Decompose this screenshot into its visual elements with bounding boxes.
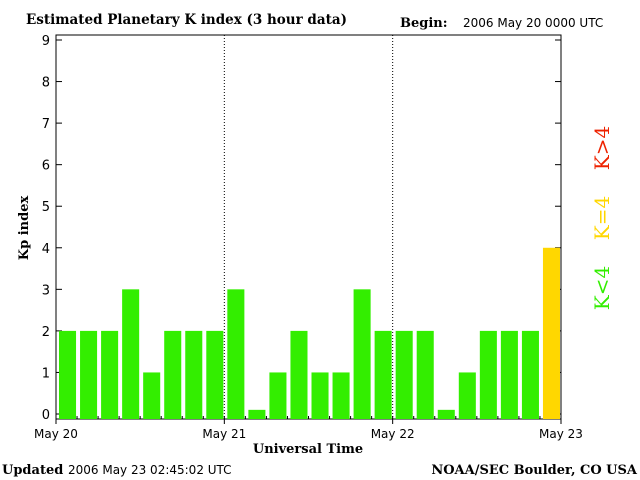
x-tick-label: May 23	[539, 427, 583, 441]
kp-bar	[311, 372, 329, 419]
kp-bar	[395, 330, 413, 419]
begin-value: 2006 May 20 0000 UTC	[463, 16, 603, 30]
kp-bars	[59, 247, 560, 419]
x-axis-ticks: May 20 May 21 May 22 May 23	[34, 416, 583, 441]
day-dividers	[223, 35, 394, 419]
legend-entry: K=4	[590, 196, 614, 240]
legend: K<4 K=4 K>4	[590, 126, 614, 310]
y-tick-label: 8	[42, 76, 50, 91]
kp-bar	[59, 330, 77, 419]
x-tick-label: May 20	[34, 427, 78, 441]
updated-label: Updated	[2, 463, 63, 478]
y-tick-label: 5	[42, 200, 50, 215]
y-tick-label: 1	[42, 366, 50, 381]
y-tick-label: 7	[42, 117, 50, 132]
x-axis-label: Universal Time	[253, 442, 363, 457]
kp-bar	[374, 330, 392, 419]
kp-bar	[101, 330, 119, 419]
begin-label: Begin:	[400, 16, 448, 31]
kp-bar	[164, 330, 182, 419]
chart-title: Estimated Planetary K index (3 hour data…	[26, 12, 347, 28]
kp-bar	[269, 372, 287, 419]
legend-entry: K<4	[590, 266, 614, 310]
kp-bar	[500, 330, 518, 419]
source-credit: NOAA/SEC Boulder, CO USA	[431, 463, 638, 478]
y-tick-label: 4	[42, 242, 50, 257]
y-tick-label: 3	[42, 283, 50, 298]
y-tick-label: 6	[42, 159, 50, 174]
updated-timestamp: 2006 May 23 02:45:02 UTC	[68, 463, 232, 477]
y-tick-label: 2	[42, 325, 50, 340]
kp-bar	[458, 372, 476, 419]
kp-bar	[437, 409, 455, 419]
kp-bar	[143, 372, 161, 419]
kp-bar	[290, 330, 308, 419]
kp-bar	[521, 330, 539, 419]
kp-bar	[206, 330, 224, 419]
kp-bar	[122, 289, 140, 419]
x-tick-label: May 22	[371, 427, 415, 441]
legend-entry: K>4	[590, 126, 614, 170]
kp-bar	[542, 247, 560, 419]
kp-bar	[353, 289, 371, 419]
kp-bar	[185, 330, 203, 419]
y-axis-label: Kp index	[17, 196, 32, 261]
y-tick-label: 9	[42, 34, 50, 49]
kp-bar	[80, 330, 98, 419]
kp-bar	[479, 330, 497, 419]
kp-bar	[416, 330, 434, 419]
kp-bar	[248, 409, 266, 419]
kp-bar	[332, 372, 350, 419]
kp-bar	[227, 289, 245, 419]
y-tick-label: 0	[42, 408, 50, 423]
x-tick-label: May 21	[202, 427, 246, 441]
